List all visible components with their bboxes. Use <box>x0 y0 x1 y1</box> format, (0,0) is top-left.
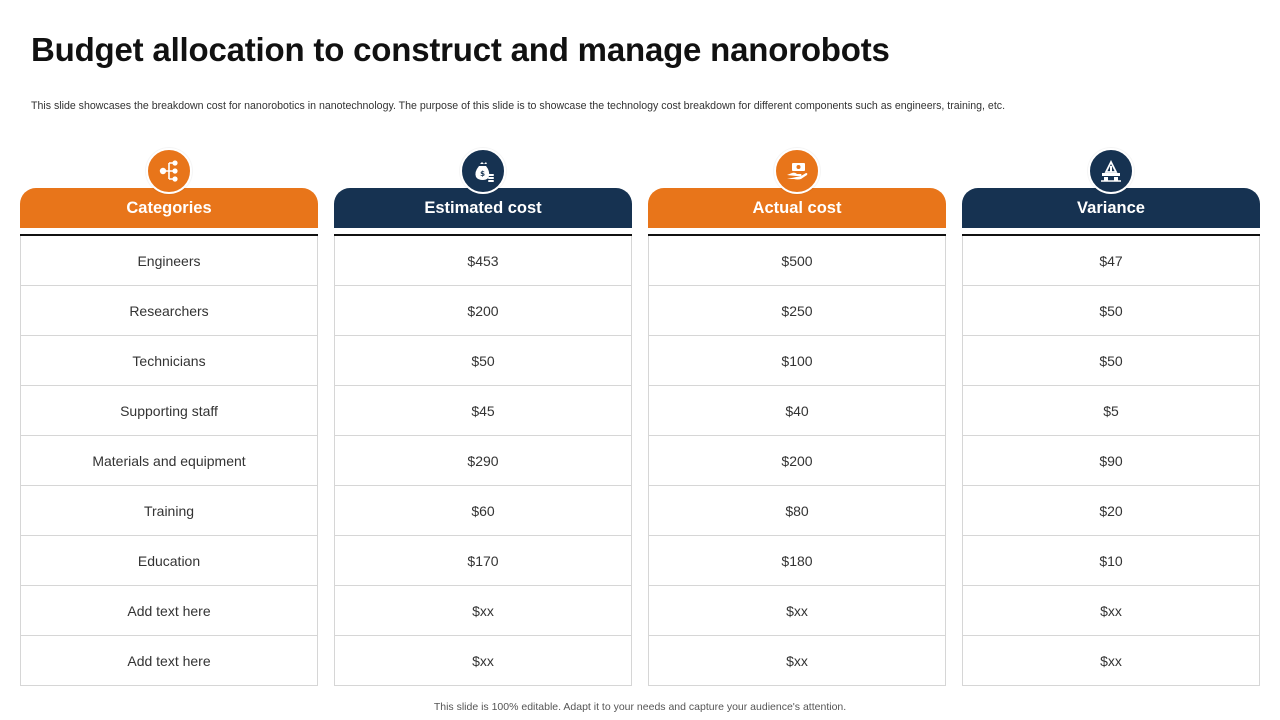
header-variance: Variance <box>962 188 1260 228</box>
table-cell: Add text here <box>21 586 317 636</box>
table-cell: Engineers <box>21 236 317 286</box>
table-cell: $90 <box>963 436 1259 486</box>
table-cell: $50 <box>963 286 1259 336</box>
table-cell: $60 <box>335 486 631 536</box>
table-cell: $40 <box>649 386 945 436</box>
hierarchy-icon <box>146 148 192 194</box>
estimated-cost-list: $453 $200 $50 $45 $290 $60 $170 $xx $xx <box>334 236 632 686</box>
table-cell: $250 <box>649 286 945 336</box>
table-cell: $200 <box>649 436 945 486</box>
categories-list: Engineers Researchers Technicians Suppor… <box>20 236 318 686</box>
actual-cost-list: $500 $250 $100 $40 $200 $80 $180 $xx $xx <box>648 236 946 686</box>
construction-icon <box>1088 148 1134 194</box>
money-bag-coins-icon: $ <box>460 148 506 194</box>
header-divider <box>20 234 318 236</box>
table-cell: $290 <box>335 436 631 486</box>
table-cell: $xx <box>649 636 945 686</box>
table-cell: $200 <box>335 286 631 336</box>
header-divider <box>962 234 1260 236</box>
table-cell: $xx <box>335 586 631 636</box>
table-cell: Add text here <box>21 636 317 686</box>
table-cell: $500 <box>649 236 945 286</box>
footer-note: This slide is 100% editable. Adapt it to… <box>433 701 847 713</box>
table-cell: $10 <box>963 536 1259 586</box>
table-cell: $100 <box>649 336 945 386</box>
table-cell: $50 <box>963 336 1259 386</box>
page-title: Budget allocation to construct and manag… <box>31 31 890 68</box>
table-cell: Materials and equipment <box>21 436 317 486</box>
table-cell: $xx <box>335 636 631 686</box>
table-cell: Training <box>21 486 317 536</box>
table-cell: $xx <box>963 586 1259 636</box>
table-cell: $45 <box>335 386 631 436</box>
hand-cash-icon <box>774 148 820 194</box>
table-cell: $47 <box>963 236 1259 286</box>
table-cell: $180 <box>649 536 945 586</box>
header-estimated-cost: Estimated cost <box>334 188 632 228</box>
table-cell: $50 <box>335 336 631 386</box>
table-cell: $5 <box>963 386 1259 436</box>
table-cell: $80 <box>649 486 945 536</box>
header-divider <box>648 234 946 236</box>
table-cell: $20 <box>963 486 1259 536</box>
page-subtitle: This slide showcases the breakdown cost … <box>31 100 1006 112</box>
table-cell: $170 <box>335 536 631 586</box>
table-cell: Technicians <box>21 336 317 386</box>
header-divider <box>334 234 632 236</box>
header-actual-cost: Actual cost <box>648 188 946 228</box>
table-cell: Education <box>21 536 317 586</box>
variance-list: $47 $50 $50 $5 $90 $20 $10 $xx $xx <box>962 236 1260 686</box>
table-cell: Researchers <box>21 286 317 336</box>
svg-text:$: $ <box>480 170 485 178</box>
header-categories: Categories <box>20 188 318 228</box>
table-cell: Supporting staff <box>21 386 317 436</box>
table-cell: $xx <box>649 586 945 636</box>
table-cell: $453 <box>335 236 631 286</box>
table-cell: $xx <box>963 636 1259 686</box>
